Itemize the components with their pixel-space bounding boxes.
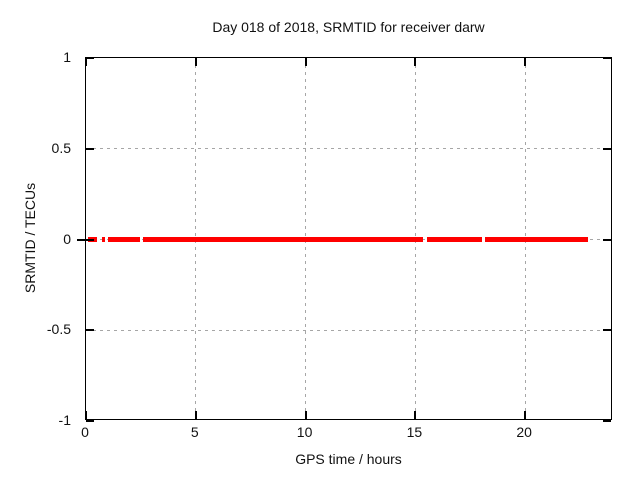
data-segment-3 — [143, 237, 424, 242]
x-tick-top-5 — [194, 58, 197, 66]
x-tick-label-0: 0 — [81, 424, 89, 440]
x-tick-bottom-20 — [524, 411, 527, 419]
y-tick-right-0 — [603, 238, 611, 241]
data-segment-1 — [102, 237, 106, 242]
y-tick-left-1 — [86, 57, 94, 59]
data-segment-4 — [427, 237, 482, 242]
x-tick-label-10: 10 — [296, 424, 313, 440]
y-zero-cross-tick — [76, 238, 93, 241]
x-tick-top-15 — [414, 58, 417, 66]
plot-area — [76, 57, 612, 422]
x-tick-label-15: 15 — [406, 424, 423, 440]
x-axis-label: GPS time / hours — [295, 451, 402, 467]
x-tick-bottom-5 — [194, 411, 197, 419]
data-segment-2 — [107, 237, 140, 242]
gridline-y-0.5 — [86, 148, 611, 150]
y-tick-right--1 — [603, 420, 611, 422]
data-segment-5 — [484, 237, 589, 242]
x-tick-top-0 — [85, 58, 87, 66]
x-tick-top-10 — [304, 58, 307, 66]
gridline-y--0.5 — [86, 329, 611, 331]
y-tick-left-0.5 — [86, 147, 94, 150]
y-tick-left--1 — [86, 420, 94, 422]
x-tick-bottom-0 — [85, 411, 87, 419]
x-tick-label-20: 20 — [516, 424, 532, 440]
y-tick-left--0.5 — [86, 329, 94, 332]
y-tick-label--1: -1 — [58, 412, 71, 428]
y-tick-label-1: 1 — [63, 49, 71, 65]
x-tick-bottom-15 — [414, 411, 417, 419]
y-tick-label--0.5: -0.5 — [46, 321, 71, 338]
x-tick-label-5: 5 — [190, 424, 199, 440]
y-tick-label-0.5: 0.5 — [51, 139, 71, 156]
y-tick-right--0.5 — [603, 329, 611, 332]
x-tick-bottom-10 — [304, 411, 307, 419]
x-tick-top-20 — [524, 58, 527, 66]
y-tick-right-1 — [603, 57, 611, 59]
chart-title: Day 018 of 2018, SRMTID for receiver dar… — [212, 19, 485, 35]
y-tick-label-0: 0 — [63, 230, 71, 247]
y-tick-right-0.5 — [603, 147, 611, 150]
